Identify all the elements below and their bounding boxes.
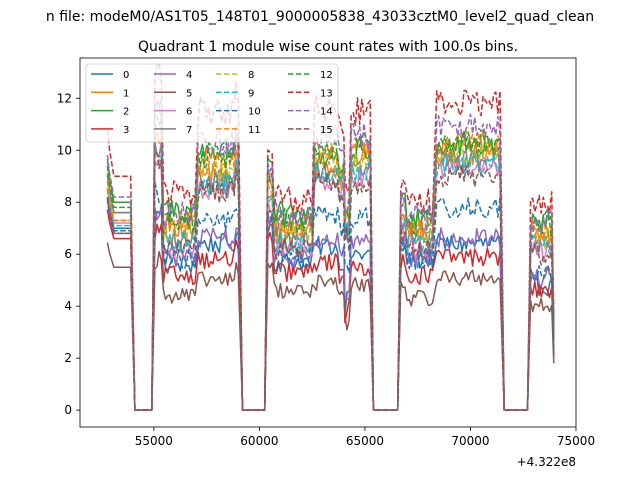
series-line-5 [106, 242, 555, 411]
legend-label: 3 [123, 125, 129, 136]
legend-label: 12 [320, 70, 333, 81]
series-line-15 [106, 151, 555, 411]
series-line-6 [106, 157, 555, 411]
y-tick-label: 0 [64, 403, 72, 417]
x-tick-label: 60000 [240, 434, 278, 448]
x-axis-offset-label: +4.322e8 [517, 455, 576, 469]
x-axis: 55000 60000 65000 70000 75000 [135, 427, 595, 448]
series-line-9 [106, 149, 555, 411]
series-line-8 [106, 131, 555, 411]
legend-box [85, 63, 339, 143]
y-tick-label: 8 [64, 195, 72, 209]
legend-label: 7 [186, 125, 192, 136]
series-line-3 [106, 209, 555, 411]
legend-label: 8 [248, 70, 254, 81]
legend-label: 4 [186, 70, 192, 81]
legend-label: 2 [123, 107, 129, 118]
y-tick-label: 6 [64, 247, 72, 261]
x-tick-label: 55000 [135, 434, 173, 448]
legend-label: 14 [320, 107, 333, 118]
legend-label: 15 [320, 125, 333, 136]
y-tick-label: 10 [57, 143, 72, 157]
legend-label: 0 [123, 70, 129, 81]
series-layer [106, 62, 555, 411]
y-tick-label: 4 [64, 299, 72, 313]
y-tick-label: 12 [57, 91, 72, 105]
legend-label: 1 [123, 88, 129, 99]
legend-label: 13 [320, 88, 333, 99]
legend-label: 6 [186, 107, 192, 118]
x-tick-label: 65000 [346, 434, 384, 448]
legend-label: 5 [186, 88, 192, 99]
chart-title: Quadrant 1 module wise count rates with … [138, 39, 518, 55]
y-tick-label: 2 [64, 351, 72, 365]
x-tick-label: 75000 [557, 434, 595, 448]
y-axis: 0 2 4 6 8 10 12 [57, 91, 80, 417]
series-line-12 [106, 113, 555, 411]
legend-label: 10 [248, 107, 261, 118]
figure-suptitle: n file: modeM0/AS1T05_148T01_9000005838_… [46, 9, 594, 25]
series-line-13 [106, 62, 555, 411]
series-line-11 [106, 120, 555, 411]
legend-label: 9 [248, 88, 254, 99]
x-tick-label: 70000 [451, 434, 489, 448]
axes-frame [79, 57, 577, 428]
legend-label: 11 [248, 125, 261, 136]
